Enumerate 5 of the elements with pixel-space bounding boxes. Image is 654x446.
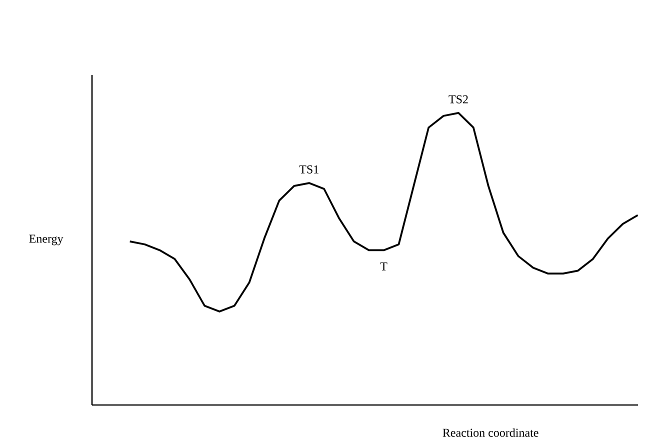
x-axis-title: Reaction coordinate xyxy=(442,428,538,437)
text: TS2 xyxy=(448,95,468,104)
y-axis-title: Energy xyxy=(29,234,64,246)
annotation: T xyxy=(380,262,388,270)
annotation: TS1 xyxy=(299,165,318,174)
